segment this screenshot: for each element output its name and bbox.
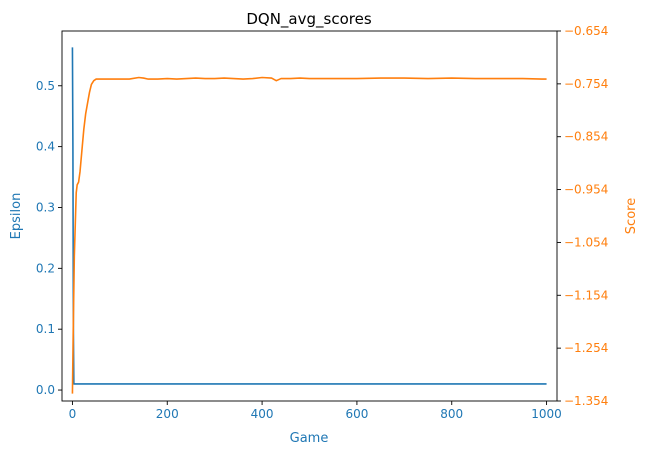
left-y-tick-label: 0.1 [36, 322, 55, 336]
right-y-tick-label: −0.854 [564, 130, 608, 144]
right-y-axis-label: Score [624, 198, 639, 234]
left-y-tick-label: 0.5 [36, 79, 55, 93]
x-tick-label: 600 [345, 407, 368, 421]
right-y-tick-label: −1.054 [564, 235, 608, 249]
left-y-tick-label: 0.0 [36, 383, 55, 397]
x-tick-label: 200 [156, 407, 179, 421]
left-y-tick-label: 0.4 [36, 140, 55, 154]
x-tick-label: 0 [69, 407, 77, 421]
left-y-tick-label: 0.2 [36, 261, 55, 275]
epsilon-series-line [71, 47, 547, 385]
right-y-tick-label: −1.154 [564, 288, 608, 302]
right-y-tick-label: −1.354 [564, 394, 608, 408]
plot-area [71, 47, 547, 394]
x-tick-label: 800 [440, 407, 463, 421]
x-tick-label: 1000 [531, 407, 562, 421]
axes: 0 200 400 600 800 1000 0.0 0.1 0.2 0.3 0.4 0.5 −1.35… [36, 24, 609, 421]
plot-frame [61, 30, 558, 402]
right-y-tick-label: −0.954 [564, 183, 608, 197]
x-axis-label: Game [290, 431, 329, 446]
left-y-axis-label: Epsilon [9, 193, 24, 240]
score-series-line [71, 76, 547, 394]
right-y-tick-label: −1.254 [564, 341, 608, 355]
right-y-tick-label: −0.654 [564, 24, 608, 38]
x-tick-label: 400 [251, 407, 274, 421]
left-y-tick-label: 0.3 [36, 200, 55, 214]
chart-title: DQN_avg_scores [246, 10, 371, 29]
right-y-tick-label: −0.754 [564, 77, 608, 91]
